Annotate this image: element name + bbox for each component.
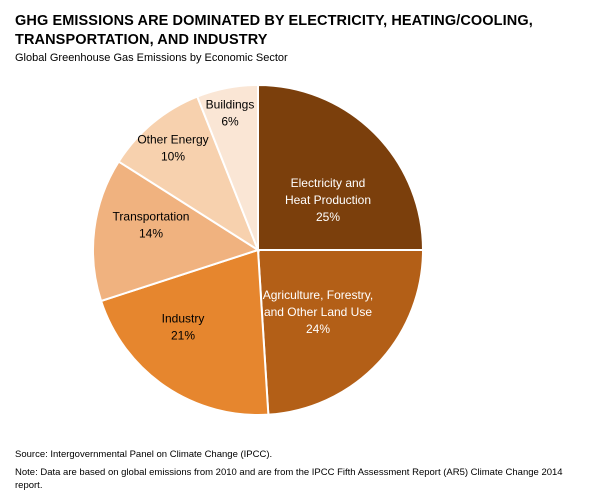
pie-slice-electricity-and-heat-production [257, 83, 425, 251]
pie-slice-buildings [195, 83, 259, 251]
slice-value-label: 21% [171, 329, 195, 343]
chart-title: GHG EMISSIONS ARE DOMINATED BY ELECTRICI… [15, 13, 533, 48]
slice-name-label: Other Energy [137, 133, 208, 147]
slice-value-label: 10% [161, 150, 185, 164]
slice-label-agriculture-forestry-and-other-land-use: Agriculture, Forestry, and Other Land Use… [263, 288, 373, 336]
slice-label-buildings: Buildings 6% [206, 98, 255, 129]
slice-name-label: Electricity and [291, 176, 366, 190]
slice-value-label: 14% [139, 227, 163, 241]
slice-label-electricity-and-heat-production: Electricity and Heat Production 25% [285, 176, 371, 224]
pie-slice-other-energy [117, 95, 261, 253]
pie-slice-industry [99, 248, 270, 416]
slice-label-transportation: Transportation 14% [113, 210, 190, 241]
chart-subtitle: Global Greenhouse Gas Emissions by Econo… [15, 52, 288, 64]
slice-label-industry: Industry 21% [162, 312, 205, 343]
slice-name-label: Industry [162, 312, 205, 326]
slice-name-label: Heat Production [285, 193, 371, 207]
slice-value-label: 6% [221, 115, 239, 129]
slice-name-label: Agriculture, Forestry, [263, 288, 373, 302]
slice-name-label: Buildings [206, 98, 255, 112]
slice-name-label: and Other Land Use [264, 305, 372, 319]
pie-labels: Electricity and Heat Production 25% Agricul… [113, 98, 374, 343]
slice-value-label: 24% [306, 322, 330, 336]
slice-value-label: 25% [316, 210, 340, 224]
pie-chart: Electricity and Heat Production 25% Agricul… [92, 83, 425, 416]
source-note: Source: Intergovernmental Panel on Clima… [15, 449, 273, 460]
slice-name-label: Transportation [113, 210, 190, 224]
pie-slices [92, 83, 425, 416]
methodology-note: Note: Data are based on global emissions… [15, 467, 563, 491]
pie-slice-transportation [92, 160, 261, 303]
slice-label-other-energy: Other Energy 10% [137, 133, 208, 164]
pie-slice-agriculture-forestry-and-other-land-use [256, 249, 425, 416]
